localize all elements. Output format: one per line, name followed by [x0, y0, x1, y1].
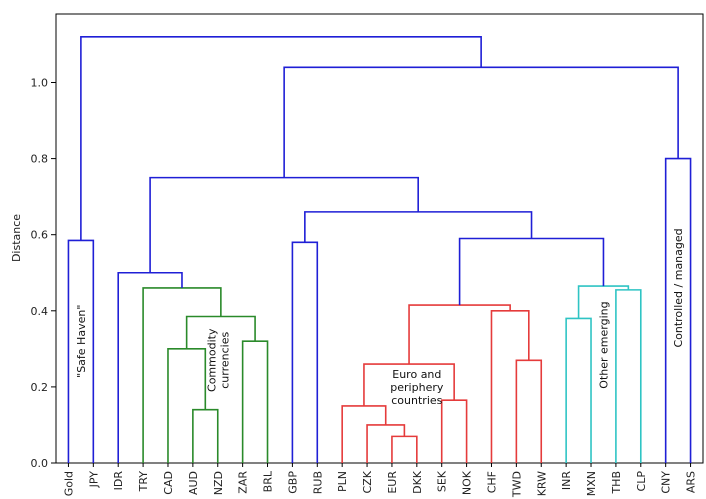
y-tick-label: 0.0: [31, 457, 49, 470]
dendrogram-link-red: [515, 359, 543, 463]
dendrogram-links: [67, 36, 692, 463]
dendrogram-link-red: [366, 424, 406, 463]
leaf-label-sek: SEK: [436, 470, 449, 492]
plot-frame: [55, 13, 704, 464]
annotation-line: Euro and: [392, 368, 441, 381]
y-axis: 0.0 0.2 0.4 0.6 0.8 1.0: [31, 76, 56, 470]
leaf-label-mxn: MXN: [585, 471, 598, 496]
dendrogram-link-red: [391, 435, 418, 463]
y-axis-title: Distance: [10, 214, 23, 262]
annotation-line: "Safe Haven": [75, 305, 88, 378]
y-tick-label: 1.0: [31, 76, 49, 89]
cluster-annotation: Other emerging: [597, 301, 610, 388]
leaf-label-clp: CLP: [635, 471, 648, 492]
leaf-label-aud: AUD: [187, 471, 200, 495]
dendrogram-link-blue: [149, 176, 419, 273]
leaf-label-inr: INR: [560, 471, 573, 490]
dendrogram-link-blue: [117, 271, 183, 463]
dendrogram-link-cyan: [565, 317, 592, 463]
annotation-line: currencies: [218, 332, 231, 389]
dendrogram-link-cyan: [615, 289, 642, 463]
dendrogram-link-blue: [67, 239, 95, 463]
cluster-annotation: Controlled / managed: [672, 228, 685, 347]
leaf-label-krw: KRW: [535, 471, 548, 496]
dendrogram-link-red: [341, 405, 387, 463]
dendrogram-link-red: [363, 363, 455, 406]
leaf-label-chf: CHF: [485, 471, 498, 493]
y-tick-label: 0.6: [31, 229, 49, 242]
leaf-label-czk: CZK: [361, 470, 374, 493]
dendrogram-link-blue: [80, 36, 482, 241]
leaf-label-gold: Gold: [62, 471, 75, 496]
leaf-label-dkk: DKK: [411, 470, 424, 494]
cluster-annotation: "Safe Haven": [75, 305, 88, 378]
leaf-label-nzd: NZD: [212, 471, 225, 495]
leaf-label-cad: CAD: [162, 471, 175, 495]
leaf-label-cny: CNY: [660, 471, 673, 494]
dendrogram-link-green: [241, 340, 269, 463]
dendrogram-link-green: [192, 408, 219, 463]
annotation-line: periphery: [390, 381, 444, 394]
leaf-label-thb: THB: [610, 471, 623, 495]
annotation-line: countries: [391, 394, 442, 407]
leaf-label-try: TRY: [137, 471, 150, 493]
leaf-label-twd: TWD: [510, 471, 523, 498]
dendrogram-link-red: [490, 309, 530, 463]
leaf-label-idr: IDR: [112, 471, 125, 491]
leaf-label-gbp: GBP: [286, 471, 299, 494]
annotation-line: Controlled / managed: [672, 228, 685, 347]
cluster-annotation: Commodity currencies: [205, 328, 231, 392]
leaf-label-jpy: JPY: [87, 471, 100, 489]
dendrogram-link-blue: [458, 237, 605, 306]
x-axis: Gold JPY IDR TRY CAD AUD NZD ZAR BRL GBP RUB PLN CZK…: [62, 463, 698, 498]
y-tick-label: 0.2: [31, 381, 49, 394]
leaf-label-eur: EUR: [386, 471, 399, 494]
leaf-label-pln: PLN: [336, 471, 349, 492]
leaf-label-nok: NOK: [461, 470, 474, 495]
leaf-label-zar: ZAR: [237, 471, 250, 494]
leaf-label-brl: BRL: [262, 470, 275, 492]
cluster-annotations: "Safe Haven" Commodity currencies Euro andp…: [75, 228, 685, 407]
dendrogram-link-red: [440, 399, 468, 463]
y-tick-label: 0.4: [31, 305, 49, 318]
dendrogram-link-blue: [291, 241, 319, 463]
dendrogram-link-red: [408, 304, 511, 365]
dendrogram-link-blue: [283, 66, 679, 178]
dendrogram-link-cyan: [577, 285, 630, 319]
annotation-line: Other emerging: [597, 301, 610, 388]
dendrogram-link-green: [167, 348, 207, 463]
leaf-label-rub: RUB: [311, 471, 324, 494]
leaf-label-ars: ARS: [685, 471, 698, 493]
annotation-line: Commodity: [205, 328, 218, 392]
y-tick-label: 0.8: [31, 153, 49, 166]
